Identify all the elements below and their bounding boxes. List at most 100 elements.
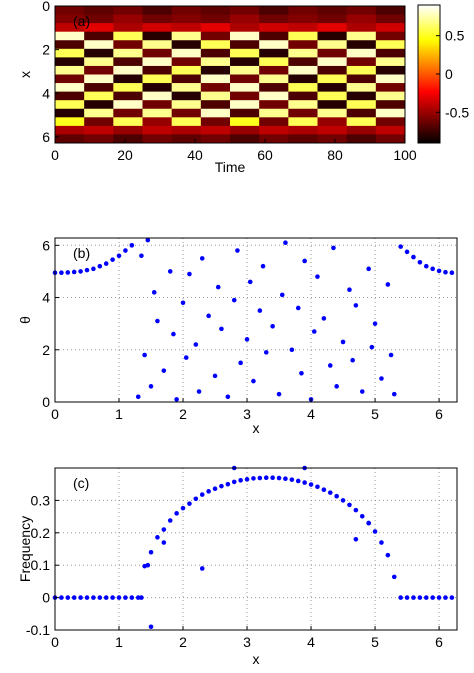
heatmap-cell bbox=[230, 91, 260, 101]
heatmap-cell bbox=[55, 14, 85, 24]
heatmap-cell bbox=[200, 6, 231, 16]
panel-label: (c) bbox=[73, 475, 89, 491]
data-point bbox=[251, 476, 256, 481]
colorbar-segment bbox=[418, 44, 440, 47]
x-tick-label: 2 bbox=[179, 406, 187, 422]
data-point bbox=[247, 279, 253, 285]
heatmap-cell bbox=[55, 134, 85, 144]
heatmap-cell bbox=[317, 117, 348, 127]
heatmap-cell bbox=[84, 125, 114, 135]
data-point bbox=[295, 478, 301, 484]
colorbar-segment bbox=[418, 101, 440, 105]
data-point bbox=[148, 384, 154, 389]
heatmap-cell bbox=[288, 74, 318, 84]
colorbar-segment bbox=[418, 32, 440, 36]
data-point bbox=[171, 331, 176, 337]
heatmap-cell bbox=[259, 14, 289, 24]
data-point bbox=[423, 595, 429, 600]
data-point bbox=[436, 595, 442, 600]
data-point bbox=[193, 342, 199, 347]
heatmap-cell bbox=[375, 40, 406, 50]
data-point bbox=[142, 352, 147, 358]
colorbar-segment bbox=[418, 5, 440, 8]
heatmap-cell bbox=[55, 74, 85, 84]
y-tick-label: -0.1 bbox=[26, 622, 50, 638]
x-tick-label: 1 bbox=[115, 406, 123, 422]
heatmap-cell bbox=[288, 57, 318, 67]
heatmap-cell bbox=[346, 14, 377, 24]
data-point bbox=[167, 518, 173, 523]
heatmap-cell bbox=[84, 100, 114, 110]
x-tick-label: 2 bbox=[179, 634, 187, 650]
data-point bbox=[78, 595, 83, 600]
heatmap-cell bbox=[142, 48, 173, 58]
heatmap-cell bbox=[84, 14, 114, 24]
data-point bbox=[417, 595, 423, 600]
data-point bbox=[167, 269, 173, 274]
heatmap-cell bbox=[230, 57, 260, 67]
heatmap-cell bbox=[346, 74, 377, 84]
colorbar-segment bbox=[418, 69, 440, 73]
data-point bbox=[84, 267, 90, 273]
heatmap-cell bbox=[259, 91, 289, 101]
heatmap-cell bbox=[171, 74, 202, 84]
data-point bbox=[180, 300, 186, 306]
heatmap-cell bbox=[171, 57, 202, 67]
heatmap-cell bbox=[346, 83, 377, 93]
y-axis-label: x bbox=[17, 71, 33, 78]
heatmap-cell bbox=[84, 31, 114, 41]
heatmap-cell bbox=[317, 14, 348, 24]
heatmap-cell bbox=[200, 74, 231, 84]
data-point bbox=[347, 287, 352, 293]
heatmap-cell bbox=[259, 117, 289, 127]
heatmap-cell bbox=[113, 100, 143, 110]
heatmap-cell bbox=[288, 48, 318, 58]
heatmap-cell bbox=[375, 83, 406, 93]
data-point bbox=[353, 536, 359, 542]
heatmap-cell bbox=[113, 91, 143, 101]
x-tick-label: 0 bbox=[51, 147, 59, 163]
heatmap-cell bbox=[346, 65, 377, 75]
heatmap-cell bbox=[259, 6, 289, 16]
heatmap-cell bbox=[84, 74, 114, 84]
colorbar-segment bbox=[418, 97, 440, 100]
heatmap-cell bbox=[171, 83, 202, 93]
data-point bbox=[148, 549, 154, 555]
data-point bbox=[59, 270, 64, 276]
heatmap-cell bbox=[200, 48, 231, 58]
data-point bbox=[276, 391, 282, 397]
x-tick-label: 6 bbox=[435, 634, 443, 650]
colorbar-segment bbox=[418, 64, 440, 68]
data-point bbox=[97, 263, 103, 269]
data-point bbox=[59, 595, 64, 600]
heatmap-cell bbox=[55, 83, 85, 93]
colorbar-segment bbox=[418, 92, 440, 96]
colorbar-segment bbox=[418, 94, 440, 98]
y-axis-label: θ bbox=[17, 316, 33, 324]
heatmap-cell bbox=[200, 40, 231, 50]
data-point bbox=[78, 269, 83, 274]
heatmap-cell bbox=[84, 117, 114, 127]
data-point bbox=[123, 595, 128, 600]
heatmap-cell bbox=[317, 108, 348, 118]
heatmap-cell bbox=[200, 108, 231, 118]
colorbar-segment bbox=[418, 124, 440, 128]
colorbar-segment bbox=[418, 78, 440, 82]
y-tick-label: 0.1 bbox=[31, 557, 51, 573]
data-point bbox=[270, 475, 275, 481]
heatmap-cell bbox=[84, 40, 114, 50]
heatmap-cell bbox=[55, 57, 85, 67]
colorbar-segment bbox=[418, 25, 440, 29]
data-point bbox=[369, 344, 375, 350]
heatmap-cell bbox=[230, 23, 260, 33]
colorbar-segment bbox=[418, 138, 440, 142]
heatmap-cell bbox=[113, 31, 143, 41]
heatmap-cell bbox=[375, 74, 406, 84]
data-point bbox=[423, 263, 429, 269]
heatmap-cell bbox=[230, 134, 260, 144]
data-point bbox=[302, 480, 307, 485]
data-point bbox=[411, 595, 416, 600]
heatmap-cell bbox=[200, 31, 231, 41]
heatmap-cell bbox=[259, 125, 289, 135]
heatmap-cell bbox=[317, 31, 348, 41]
